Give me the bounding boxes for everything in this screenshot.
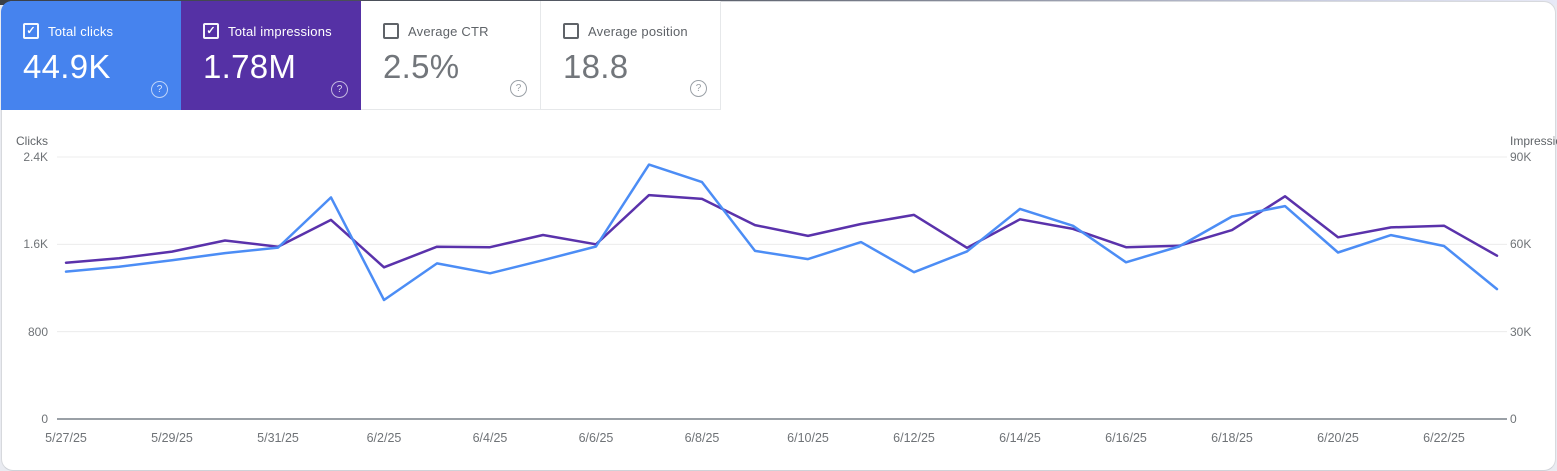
help-icon[interactable]: ? [510,80,527,97]
help-icon[interactable]: ? [151,81,168,98]
x-axis-tick: 5/27/25 [45,431,87,445]
card-title-row: ✓ Total impressions [203,23,361,39]
card-label: Average position [588,23,688,39]
x-axis-tick: 6/16/25 [1105,431,1147,445]
y-axis-tick-right: 90K [1510,150,1532,164]
card-total-impressions[interactable]: ✓ Total impressions 1.78M ? [181,1,361,110]
y-axis-tick-right: 60K [1510,237,1532,252]
x-axis-tick: 5/29/25 [151,431,193,445]
x-axis-tick: 5/31/25 [257,431,299,445]
card-title-row: ✓ Average position [563,23,720,39]
card-value: 18.8 [563,48,629,85]
x-axis-tick: 6/20/25 [1317,431,1359,445]
y-axis-tick-left: 800 [27,324,48,339]
x-axis-tick: 6/6/25 [578,431,614,445]
x-axis-tick: 6/18/25 [1211,431,1253,445]
y-axis-tick-left: 0 [41,412,48,426]
y-axis-tick-right: 30K [1510,324,1532,339]
x-axis-tick: 6/4/25 [472,431,508,445]
impressions-line[interactable] [64,193,1499,269]
y-axis-tick-right: 0 [1510,412,1517,426]
card-average-ctr[interactable]: ✓ Average CTR 2.5% ? [361,1,541,110]
card-title-row: ✓ Total clicks [23,23,181,39]
metric-cards-row: ✓ Total clicks 44.9K ? ✓ Total impressio… [1,1,721,110]
card-label: Total clicks [48,23,114,39]
card-average-position[interactable]: ✓ Average position 18.8 ? [541,1,721,110]
x-axis-tick: 6/14/25 [999,431,1041,445]
y-axis-tick-left: 2.4K [23,150,48,164]
card-value: 44.9K [23,48,111,85]
left-axis-title: Clicks [16,134,48,148]
card-value: 1.78M [203,48,297,85]
clicks-line[interactable] [64,163,1499,302]
x-axis-tick: 6/8/25 [684,431,720,445]
x-axis-tick: 6/2/25 [366,431,402,445]
x-axis-tick: 6/12/25 [893,431,935,445]
help-icon[interactable]: ? [690,80,707,97]
card-value: 2.5% [383,48,460,85]
checkbox-checked-icon[interactable]: ✓ [203,23,219,39]
checkbox-checked-icon[interactable]: ✓ [23,23,39,39]
help-icon[interactable]: ? [331,81,348,98]
card-title-row: ✓ Average CTR [383,23,540,39]
y-axis-tick-left: 1.6K [23,237,48,252]
card-total-clicks[interactable]: ✓ Total clicks 44.9K ? [1,1,181,110]
x-axis-tick: 6/10/25 [787,431,829,445]
checkbox-unchecked-icon[interactable]: ✓ [383,23,399,39]
card-label: Average CTR [408,23,489,39]
right-axis-title: Impressions [1510,134,1557,148]
checkbox-unchecked-icon[interactable]: ✓ [563,23,579,39]
card-label: Total impressions [228,23,332,39]
x-axis-tick: 6/22/25 [1423,431,1465,445]
